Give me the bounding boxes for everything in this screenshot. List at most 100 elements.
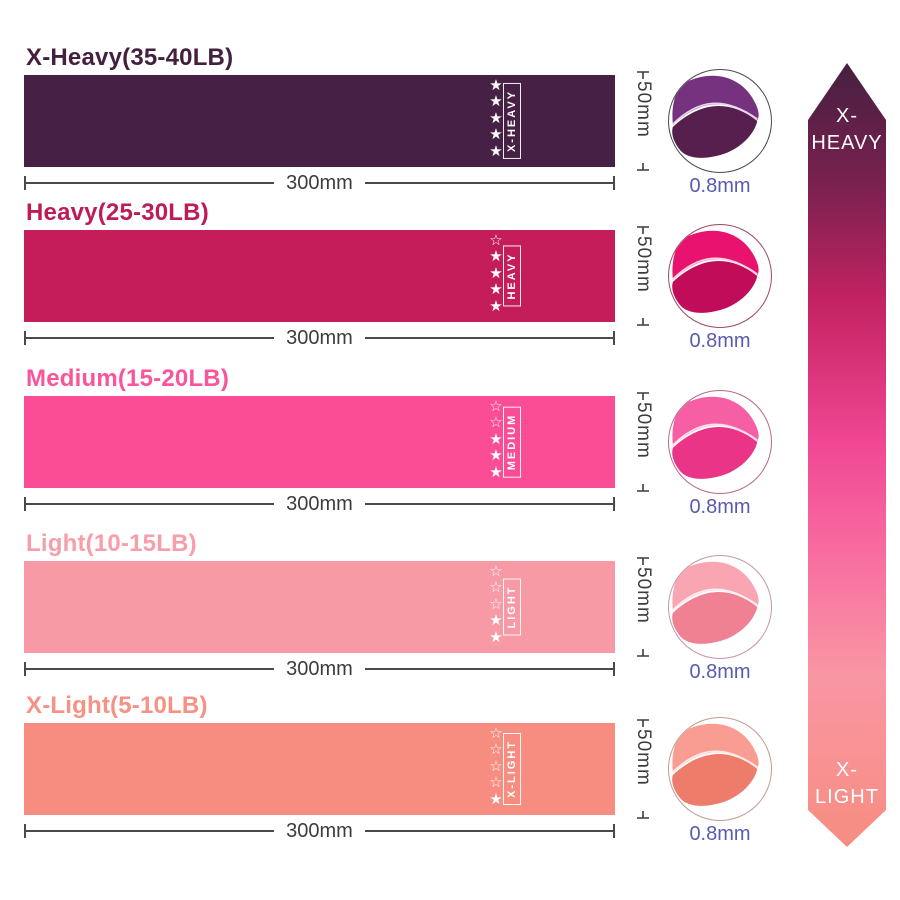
star-icon: ☆ bbox=[489, 414, 503, 432]
dimension-tick-top-icon bbox=[637, 557, 649, 565]
band-label-text: MEDIUM bbox=[506, 413, 518, 471]
star-rating: ☆ ☆ ☆ ★ ★ bbox=[485, 563, 507, 646]
star-icon: ★ bbox=[489, 281, 503, 299]
height-dimension: 50mm bbox=[624, 71, 662, 171]
arrow-top-label-line2: HEAVY bbox=[811, 132, 883, 154]
height-dimension: 50mm bbox=[624, 719, 662, 819]
width-value: 300mm bbox=[286, 326, 353, 349]
height-value: 50mm bbox=[633, 567, 654, 624]
thickness-value: 0.8mm bbox=[689, 330, 751, 352]
width-dimension: 300mm bbox=[24, 658, 616, 680]
dimension-tick-bottom-icon bbox=[637, 318, 649, 326]
resistance-band: ☆ ☆ ☆ ★ ★ LIGHT bbox=[24, 561, 615, 653]
dimension-line bbox=[26, 830, 275, 832]
band-label: HEAVY bbox=[503, 245, 521, 307]
star-icon: ★ bbox=[489, 248, 503, 266]
band-label-text: LIGHT bbox=[506, 585, 518, 629]
star-icon: ☆ bbox=[489, 774, 503, 792]
resistance-band: ☆ ☆ ☆ ☆ ★ X-LIGHT bbox=[24, 723, 615, 815]
dimension-tick bbox=[24, 824, 26, 838]
strength-gradient-arrow: X- HEAVY X- LIGHT bbox=[808, 63, 886, 847]
star-icon: ☆ bbox=[489, 595, 503, 613]
band-label-text: X-LIGHT bbox=[506, 740, 518, 798]
thickness-value: 0.8mm bbox=[689, 661, 751, 683]
thickness-value: 0.8mm bbox=[689, 496, 751, 518]
width-dimension: 300mm bbox=[24, 493, 616, 515]
dimension-line bbox=[26, 182, 275, 184]
band-row: Medium(15-20LB) ☆ ☆ ★ ★ ★ MEDIUM 300mm 50mm bbox=[24, 365, 876, 525]
star-icon: ☆ bbox=[489, 398, 503, 415]
arrow-bottom-label-line1: X- bbox=[836, 759, 858, 781]
arrow-top-label-line1: X- bbox=[836, 105, 858, 127]
width-value: 300mm bbox=[286, 171, 353, 194]
thickness-value: 0.8mm bbox=[689, 823, 751, 845]
height-dimension: 50mm bbox=[624, 226, 662, 326]
star-icon: ★ bbox=[489, 447, 503, 465]
band-title: X-Light(5-10LB) bbox=[26, 692, 208, 719]
resistance-band: ☆ ☆ ★ ★ ★ MEDIUM bbox=[24, 396, 615, 488]
thickness-circle bbox=[668, 224, 772, 328]
folded-band-icon bbox=[672, 723, 759, 806]
star-rating: ☆ ☆ ★ ★ ★ bbox=[485, 398, 507, 481]
arrow-bottom-label-line2: LIGHT bbox=[815, 786, 879, 808]
star-rating: ☆ ☆ ☆ ☆ ★ bbox=[485, 725, 507, 808]
star-icon: ☆ bbox=[489, 579, 503, 597]
star-icon: ☆ bbox=[489, 741, 503, 759]
height-value: 50mm bbox=[633, 236, 654, 293]
resistance-band: ★ ★ ★ ★ ★ X-HEAVY bbox=[24, 75, 615, 167]
star-icon: ☆ bbox=[489, 232, 503, 249]
dimension-line bbox=[364, 182, 614, 184]
dimension-tick-bottom-icon bbox=[637, 484, 649, 492]
dimension-line bbox=[364, 503, 614, 505]
thickness-circle bbox=[668, 555, 772, 659]
band-label-text: HEAVY bbox=[506, 252, 518, 300]
height-value: 50mm bbox=[633, 81, 654, 138]
height-dimension: 50mm bbox=[624, 557, 662, 657]
gradient-arrow-shape bbox=[808, 63, 886, 847]
band-label: MEDIUM bbox=[503, 406, 521, 478]
resistance-band: ☆ ★ ★ ★ ★ HEAVY bbox=[24, 230, 615, 322]
dimension-tick-bottom-icon bbox=[637, 163, 649, 171]
band-row: Heavy(25-30LB) ☆ ★ ★ ★ ★ HEAVY 300mm 50mm bbox=[24, 199, 876, 359]
dimension-tick bbox=[24, 662, 26, 676]
dimension-line bbox=[26, 668, 275, 670]
width-dimension: 300mm bbox=[24, 171, 616, 194]
dimension-tick bbox=[24, 176, 26, 190]
folded-band-icon bbox=[672, 561, 759, 644]
dimension-line bbox=[364, 337, 614, 339]
thickness-circle bbox=[668, 69, 772, 173]
dimension-tick bbox=[613, 331, 616, 345]
band-label-text: X-HEAVY bbox=[506, 89, 518, 153]
band-label: X-HEAVY bbox=[503, 82, 521, 160]
band-label: LIGHT bbox=[503, 578, 521, 636]
band-title: Medium(15-20LB) bbox=[26, 365, 230, 392]
star-icon: ★ bbox=[489, 628, 503, 646]
star-icon: ★ bbox=[489, 142, 503, 160]
star-rating: ☆ ★ ★ ★ ★ bbox=[485, 232, 507, 315]
band-row: X-Heavy(35-40LB) ★ ★ ★ ★ ★ X-HEAVY 300mm 50m… bbox=[24, 44, 876, 204]
star-icon: ★ bbox=[489, 612, 503, 630]
dimension-tick-top-icon bbox=[637, 71, 649, 79]
dimension-line bbox=[26, 503, 275, 505]
star-rating: ★ ★ ★ ★ ★ bbox=[485, 77, 507, 160]
dimension-tick bbox=[613, 662, 616, 676]
star-icon: ☆ bbox=[489, 563, 503, 580]
band-row: Light(10-15LB) ☆ ☆ ☆ ★ ★ LIGHT 300mm 50mm bbox=[24, 530, 876, 690]
star-icon: ☆ bbox=[489, 757, 503, 775]
dimension-tick-bottom-icon bbox=[637, 649, 649, 657]
folded-band-icon bbox=[672, 396, 759, 479]
star-icon: ★ bbox=[489, 77, 503, 94]
height-value: 50mm bbox=[633, 729, 654, 786]
arrow-bottom-label: X- LIGHT bbox=[808, 757, 886, 811]
dimension-tick bbox=[24, 331, 26, 345]
dimension-tick-top-icon bbox=[637, 226, 649, 234]
star-icon: ★ bbox=[489, 297, 503, 315]
width-dimension: 300mm bbox=[24, 820, 616, 842]
star-icon: ★ bbox=[489, 126, 503, 144]
dimension-tick-top-icon bbox=[637, 392, 649, 400]
dimension-tick-bottom-icon bbox=[637, 811, 649, 819]
star-icon: ★ bbox=[489, 93, 503, 111]
star-icon: ★ bbox=[489, 264, 503, 282]
dimension-tick-top-icon bbox=[637, 719, 649, 727]
